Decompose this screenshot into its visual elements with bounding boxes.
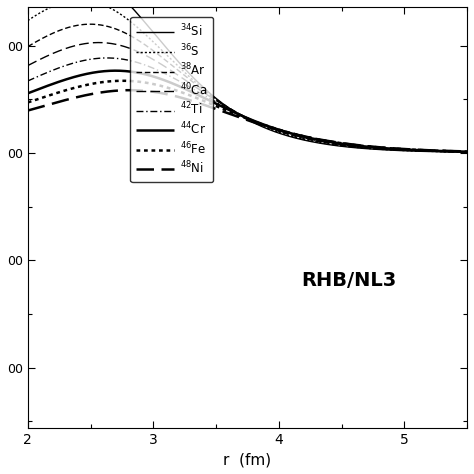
- Legend: $^{34}$Si, $^{36}$S, $^{38}$Ar, $^{40}$Ca, $^{42}$Ti, $^{44}$Cr, $^{46}$Fe, $^{4: $^{34}$Si, $^{36}$S, $^{38}$Ar, $^{40}$C…: [130, 17, 213, 182]
- X-axis label: r  (fm): r (fm): [223, 452, 272, 467]
- Text: RHB/NL3: RHB/NL3: [301, 271, 396, 290]
